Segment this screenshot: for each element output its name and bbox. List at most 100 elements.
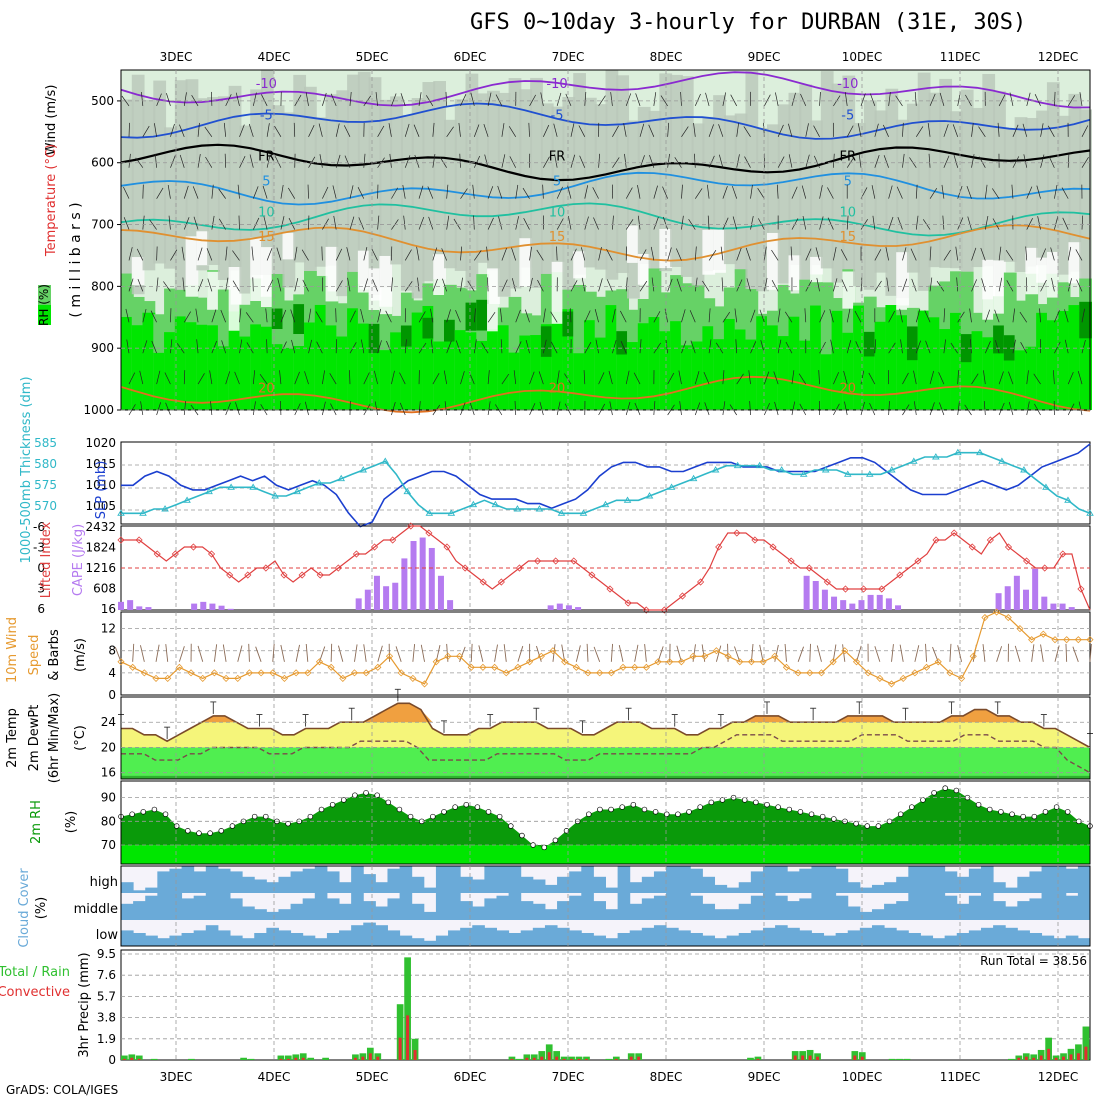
- rh-patch: [347, 74, 360, 295]
- cloud-low-bar: [411, 938, 425, 946]
- precip-tick-label: 3.8: [97, 1011, 116, 1025]
- wind-barb-10m: [395, 646, 402, 662]
- wind-barb: [349, 185, 354, 199]
- wind-speed-point: [817, 669, 826, 677]
- lifted-point: [117, 536, 125, 544]
- wind-barb: [888, 216, 894, 230]
- cloud-low-bar: [811, 933, 825, 946]
- rh2m-point: [441, 809, 447, 815]
- lifted-point: [588, 571, 596, 579]
- cape-tick-label: 608: [93, 582, 116, 596]
- rain-bar: [538, 1051, 546, 1060]
- lifted-point: [389, 536, 397, 544]
- wind-barb: [371, 248, 378, 261]
- top-date-label: 8DEC: [650, 50, 683, 64]
- wind-barb: [681, 126, 689, 138]
- rh-patch: [530, 77, 543, 288]
- thickness-tick-label: 580: [34, 457, 57, 471]
- wind-barb: [902, 247, 907, 261]
- wind-barb: [349, 216, 355, 230]
- wind-barb: [625, 187, 633, 199]
- ylabel-unit: (%): [64, 811, 79, 834]
- wind-speed-point: [350, 669, 359, 677]
- wind-barb: [846, 215, 849, 230]
- wind-barb: [197, 247, 203, 261]
- rh2m-point: [229, 823, 236, 829]
- wind-speed-point: [596, 669, 604, 677]
- wind-barb: [914, 401, 917, 416]
- wind-barb: [801, 185, 807, 199]
- rh-patch: [820, 354, 834, 410]
- wind-barb: [168, 215, 171, 230]
- wind-barb: [418, 185, 424, 199]
- wind-barb: [497, 185, 503, 199]
- rh-patch: [734, 113, 748, 274]
- wind-barb: [460, 94, 467, 107]
- wind-speed-point: [234, 674, 242, 682]
- wind-barb: [694, 371, 700, 385]
- wind-barb: [998, 402, 1005, 416]
- wind-barb-10m: [140, 645, 145, 662]
- convective-bar: [1069, 1054, 1073, 1060]
- wind-barb: [418, 92, 422, 106]
- convective-bar: [637, 1056, 641, 1060]
- wind-barb: [360, 308, 365, 323]
- cloud-middle-bar: [472, 906, 485, 920]
- lifted-point: [280, 571, 288, 579]
- thickness-point: [469, 500, 478, 508]
- rh-patch: [153, 352, 167, 410]
- wind-tick-label: 0: [108, 688, 116, 702]
- wind-barb: [252, 92, 257, 106]
- thickness-point: [932, 453, 940, 460]
- cloud-low-bar: [133, 933, 146, 946]
- cloud-high-bar: [302, 868, 316, 893]
- rh-patch: [1079, 109, 1092, 295]
- cloud-high-bar: [968, 868, 982, 893]
- wind-barb: [929, 93, 936, 107]
- wind-barb: [998, 246, 1002, 261]
- rh-patch: [1068, 93, 1082, 272]
- wind-barb-10m: [536, 645, 542, 662]
- wind-barb: [736, 247, 742, 261]
- lifted-point: [262, 564, 270, 572]
- cloud-middle-bar: [520, 901, 534, 920]
- wind-barb: [833, 278, 838, 292]
- wind-barb: [529, 277, 533, 292]
- wind-barb: [915, 184, 918, 199]
- convective-bar: [614, 1058, 618, 1060]
- wind-barb: [941, 184, 945, 199]
- thickness-point: [425, 509, 434, 516]
- wind-barb: [391, 370, 395, 385]
- rh2m-point: [218, 828, 224, 834]
- rh-patch: [314, 117, 328, 267]
- wind-speed-point: [584, 669, 592, 677]
- rh-patch: [767, 232, 780, 290]
- wind-barb: [252, 401, 256, 416]
- rh2m-point: [363, 790, 369, 796]
- wind-barb: [791, 218, 799, 230]
- lifted-point: [1004, 543, 1013, 551]
- wind-barb: [483, 124, 489, 137]
- rh-patch: [874, 110, 888, 273]
- wind-barb-10m: [295, 644, 300, 662]
- cloud-low-bar: [678, 930, 691, 946]
- wind-barb: [872, 215, 876, 230]
- rh2m-point: [207, 830, 213, 836]
- lifted-point: [570, 557, 578, 565]
- wind-barb: [748, 370, 751, 385]
- cloud-high-bar: [1053, 866, 1067, 893]
- wind-barb: [896, 186, 903, 199]
- wind-barb: [523, 218, 530, 230]
- convective-bar: [286, 1058, 290, 1060]
- wind-barb: [469, 402, 475, 416]
- lifted-point: [226, 571, 234, 579]
- wind-barb: [266, 123, 270, 137]
- wind-speed-point: [981, 613, 989, 622]
- lifted-point: [316, 571, 324, 579]
- wind-barb: [290, 309, 296, 323]
- rh2m-point: [162, 811, 169, 817]
- wind-barb: [501, 247, 507, 261]
- wind-barb: [883, 124, 889, 137]
- rh-patch: [422, 82, 436, 282]
